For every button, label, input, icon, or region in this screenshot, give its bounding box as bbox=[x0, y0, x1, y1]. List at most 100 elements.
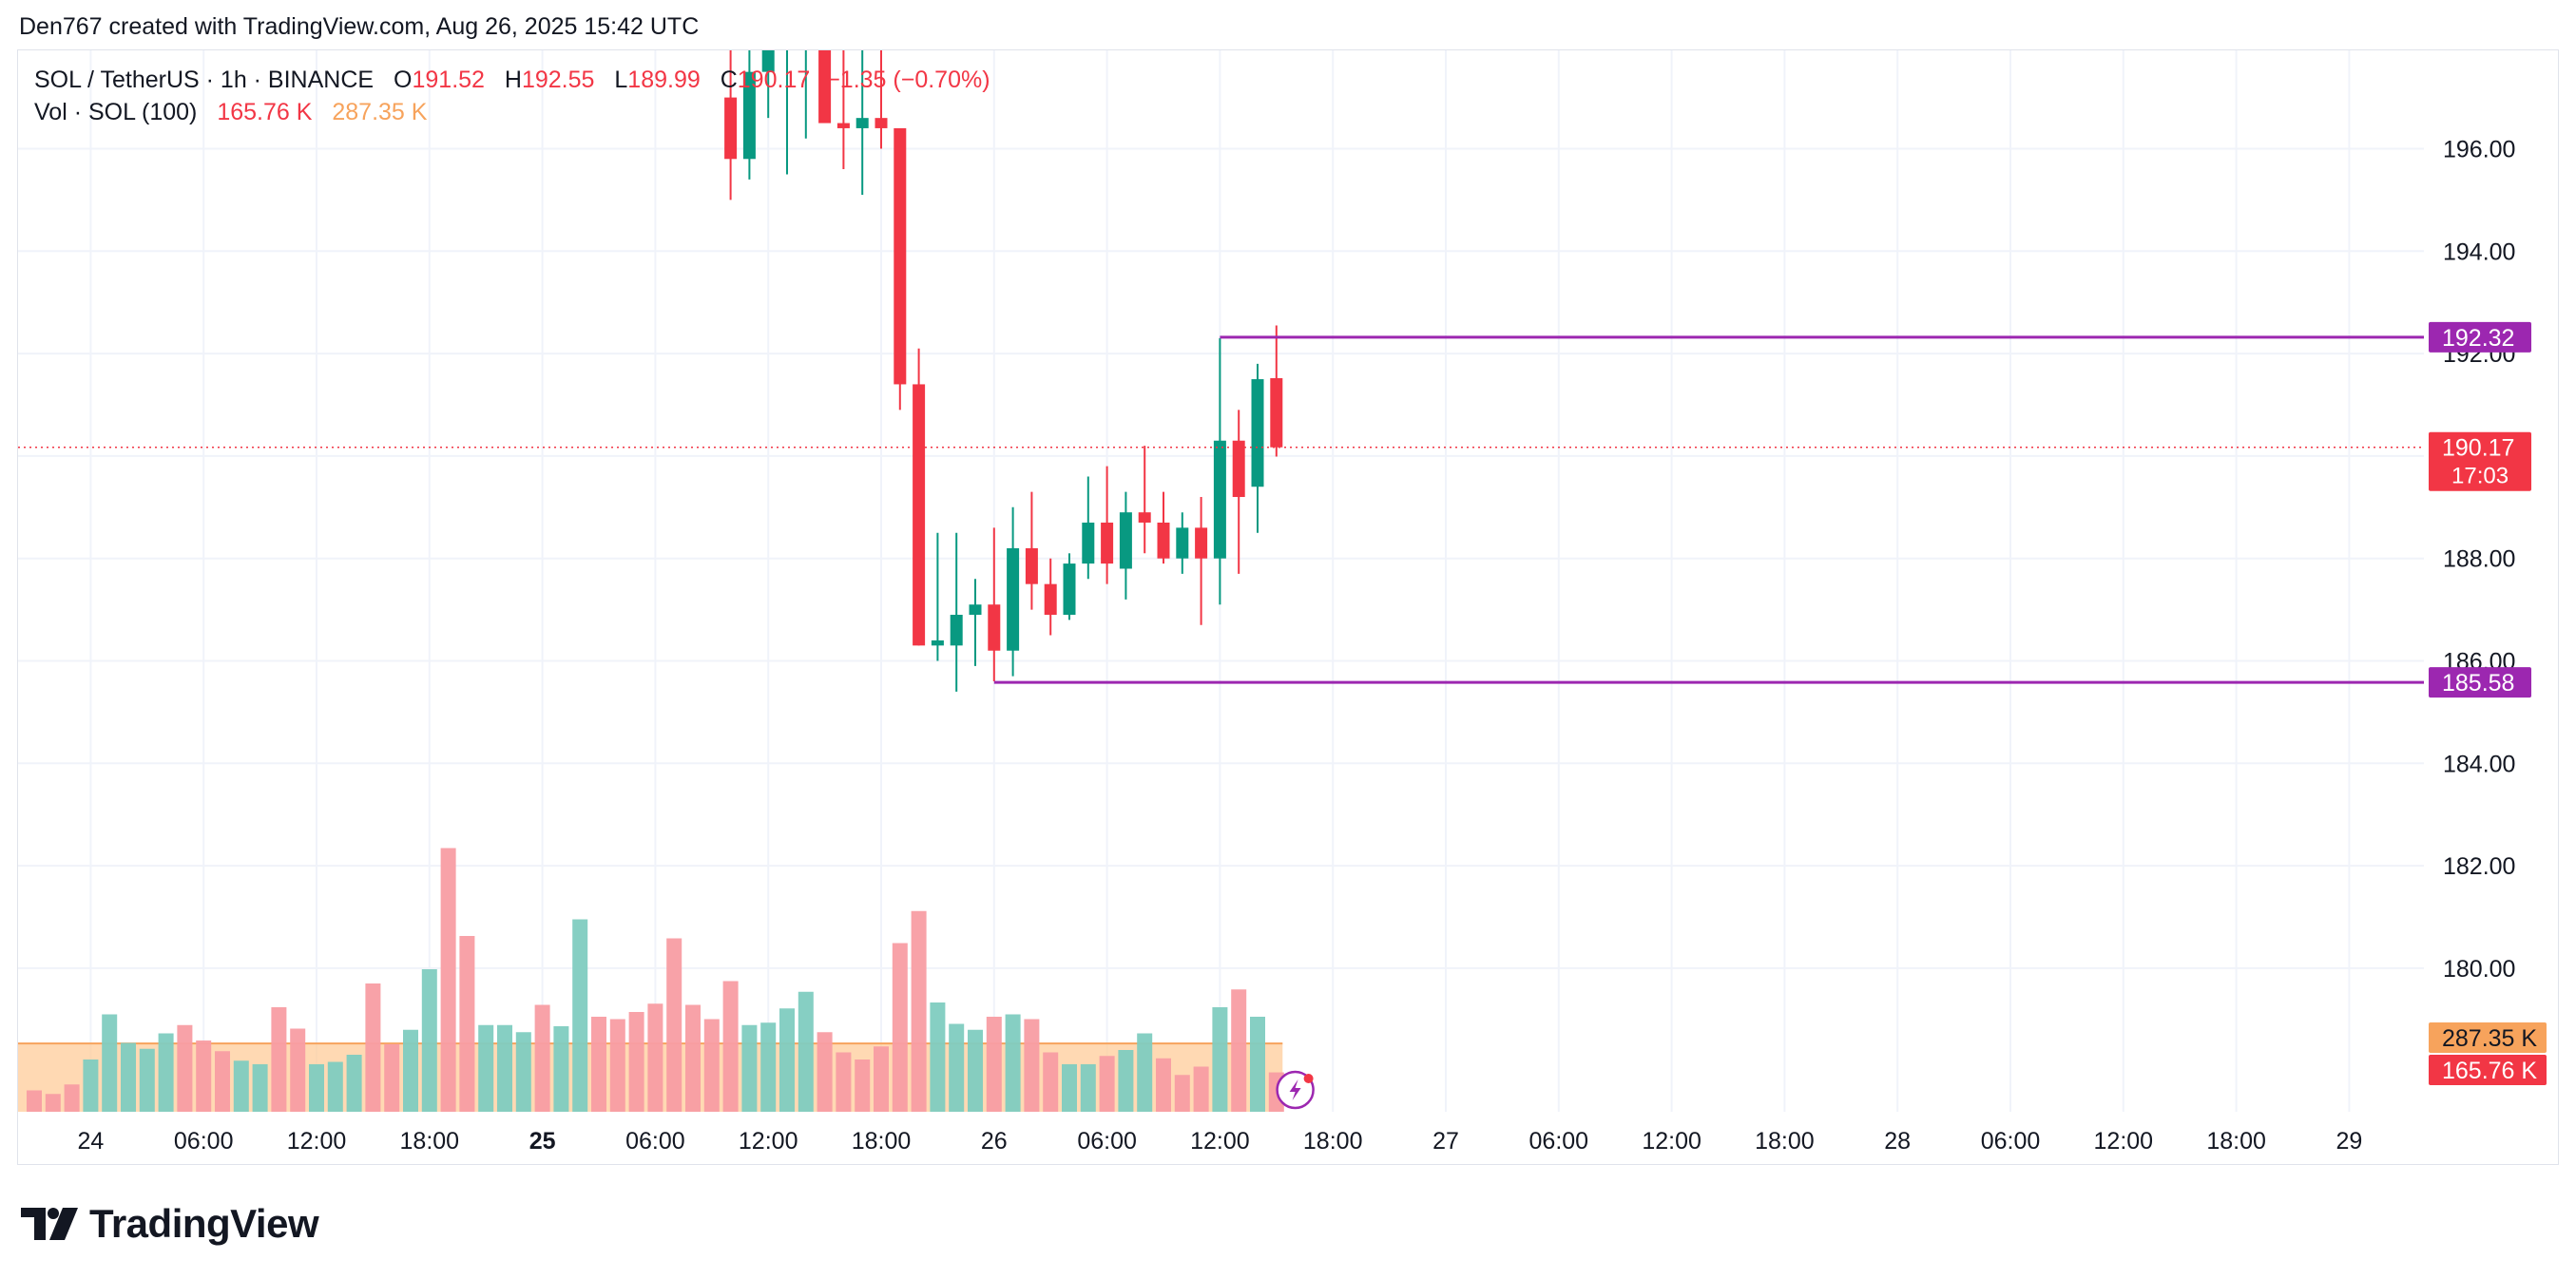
candle[interactable] bbox=[931, 532, 944, 661]
candle[interactable] bbox=[1213, 337, 1226, 605]
candle[interactable] bbox=[761, 0, 775, 119]
volume-bar bbox=[572, 919, 588, 1112]
volume-ma-value: 287.35 K bbox=[332, 99, 428, 125]
time-axis[interactable]: 24 06:00 12:00 18:00 25 06:00 12:00 18:00 26 06:0… bbox=[77, 1128, 2362, 1155]
candle[interactable] bbox=[1251, 363, 1264, 533]
candle[interactable] bbox=[875, 47, 888, 149]
candle[interactable] bbox=[855, 47, 869, 196]
candle[interactable] bbox=[818, 0, 832, 124]
volume-bar bbox=[346, 1055, 362, 1112]
candle-body bbox=[1251, 379, 1264, 487]
volume-bar bbox=[685, 1004, 701, 1112]
volume-bar bbox=[1005, 1014, 1021, 1112]
volume-tag bbox=[2429, 1055, 2547, 1085]
candle[interactable] bbox=[894, 127, 907, 410]
candle[interactable] bbox=[1119, 491, 1132, 600]
candle[interactable] bbox=[1063, 553, 1076, 620]
volume-bar bbox=[553, 1026, 569, 1112]
volume-bar bbox=[647, 1003, 663, 1112]
volume-bar bbox=[1099, 1056, 1115, 1112]
price-tick-label: 182.00 bbox=[2443, 853, 2515, 880]
candle[interactable] bbox=[781, 0, 794, 175]
volume-axis-label: 165.76 K bbox=[2442, 1058, 2537, 1084]
price-tick-label: 194.00 bbox=[2443, 239, 2515, 265]
volume-bar bbox=[177, 1024, 193, 1112]
volume-bar bbox=[949, 1023, 965, 1112]
time-tick-label: 18:00 bbox=[400, 1128, 460, 1155]
price-tick-label: 196.00 bbox=[2443, 137, 2515, 163]
candle-body bbox=[1157, 522, 1170, 559]
candle[interactable] bbox=[913, 348, 926, 646]
candle[interactable] bbox=[1176, 512, 1189, 574]
change-value: −1.35 (−0.70%) bbox=[826, 67, 990, 93]
bar-countdown-label: 17:03 bbox=[2451, 464, 2509, 489]
volume-value: 165.76 K bbox=[217, 99, 313, 125]
candle[interactable] bbox=[1025, 491, 1038, 610]
tradingview-logo[interactable]: TradingView bbox=[21, 1201, 319, 1247]
low-value: 189.99 bbox=[627, 67, 701, 93]
price-axis[interactable]: 196.00194.00192.00190.00188.00186.00184.… bbox=[2443, 137, 2515, 983]
volume-bar bbox=[327, 1061, 343, 1112]
candle[interactable] bbox=[950, 532, 963, 692]
candle[interactable] bbox=[1195, 497, 1208, 625]
candle-body bbox=[969, 604, 982, 615]
time-tick-label: 29 bbox=[2336, 1128, 2362, 1155]
open-label: O bbox=[394, 67, 413, 93]
volume-bar bbox=[271, 1007, 287, 1112]
candle-body bbox=[1213, 440, 1226, 559]
volume-label[interactable]: Vol · SOL (100) bbox=[34, 99, 198, 125]
volume-bar bbox=[1024, 1019, 1040, 1112]
volume-bar bbox=[196, 1040, 212, 1112]
volume-bar bbox=[1137, 1033, 1153, 1112]
candle-body bbox=[931, 640, 944, 646]
volume-bar bbox=[215, 1051, 230, 1112]
candle[interactable] bbox=[988, 527, 1001, 682]
volume-bar bbox=[309, 1064, 324, 1112]
volume-bar bbox=[609, 1019, 625, 1112]
candle[interactable] bbox=[836, 47, 850, 170]
candle-body bbox=[1025, 547, 1038, 584]
candle[interactable] bbox=[1138, 446, 1151, 554]
price-tick-label: 184.00 bbox=[2443, 751, 2515, 777]
candle-body bbox=[950, 614, 963, 646]
candle[interactable] bbox=[799, 0, 812, 139]
volume-bar bbox=[102, 1014, 118, 1112]
volume-bar bbox=[628, 1012, 644, 1112]
candle[interactable] bbox=[724, 0, 738, 200]
level-price-tag bbox=[2429, 321, 2531, 353]
time-tick-label: 12:00 bbox=[1642, 1128, 1701, 1155]
volume-bar bbox=[365, 983, 381, 1112]
candle[interactable] bbox=[1232, 410, 1245, 574]
candle-body bbox=[1044, 583, 1057, 615]
candle-body bbox=[855, 118, 869, 128]
time-tick-label: 24 bbox=[77, 1128, 104, 1155]
candle[interactable] bbox=[1007, 506, 1020, 677]
candle[interactable] bbox=[1270, 325, 1283, 457]
volume-bar bbox=[722, 981, 739, 1112]
candle[interactable] bbox=[1101, 466, 1114, 584]
candle[interactable] bbox=[742, 0, 756, 180]
close-value: 190.17 bbox=[737, 67, 811, 93]
time-tick-label: 06:00 bbox=[625, 1128, 685, 1155]
volume-bar bbox=[534, 1004, 550, 1112]
candle-body bbox=[875, 118, 888, 128]
open-value: 191.52 bbox=[412, 67, 485, 93]
volume-bar bbox=[1043, 1052, 1059, 1112]
symbol-name[interactable]: SOL / TetherUS · 1h · BINANCE bbox=[34, 67, 375, 93]
candle[interactable] bbox=[969, 579, 982, 666]
volume-bar bbox=[798, 991, 814, 1112]
candle[interactable] bbox=[1082, 476, 1095, 580]
candle[interactable] bbox=[1157, 491, 1170, 564]
volume-bar bbox=[121, 1042, 136, 1112]
time-tick-label: 28 bbox=[1884, 1128, 1911, 1155]
time-tick-label: 12:00 bbox=[2094, 1128, 2154, 1155]
volume-bar bbox=[27, 1090, 42, 1112]
volume-bar bbox=[986, 1017, 1002, 1112]
volume-bar bbox=[83, 1059, 99, 1112]
volume-bar bbox=[158, 1033, 174, 1112]
tradingview-logo-icon bbox=[21, 1208, 78, 1240]
volume-bar bbox=[64, 1084, 80, 1112]
candle[interactable] bbox=[1044, 558, 1057, 636]
replay-lightning-icon[interactable] bbox=[1276, 1070, 1315, 1110]
